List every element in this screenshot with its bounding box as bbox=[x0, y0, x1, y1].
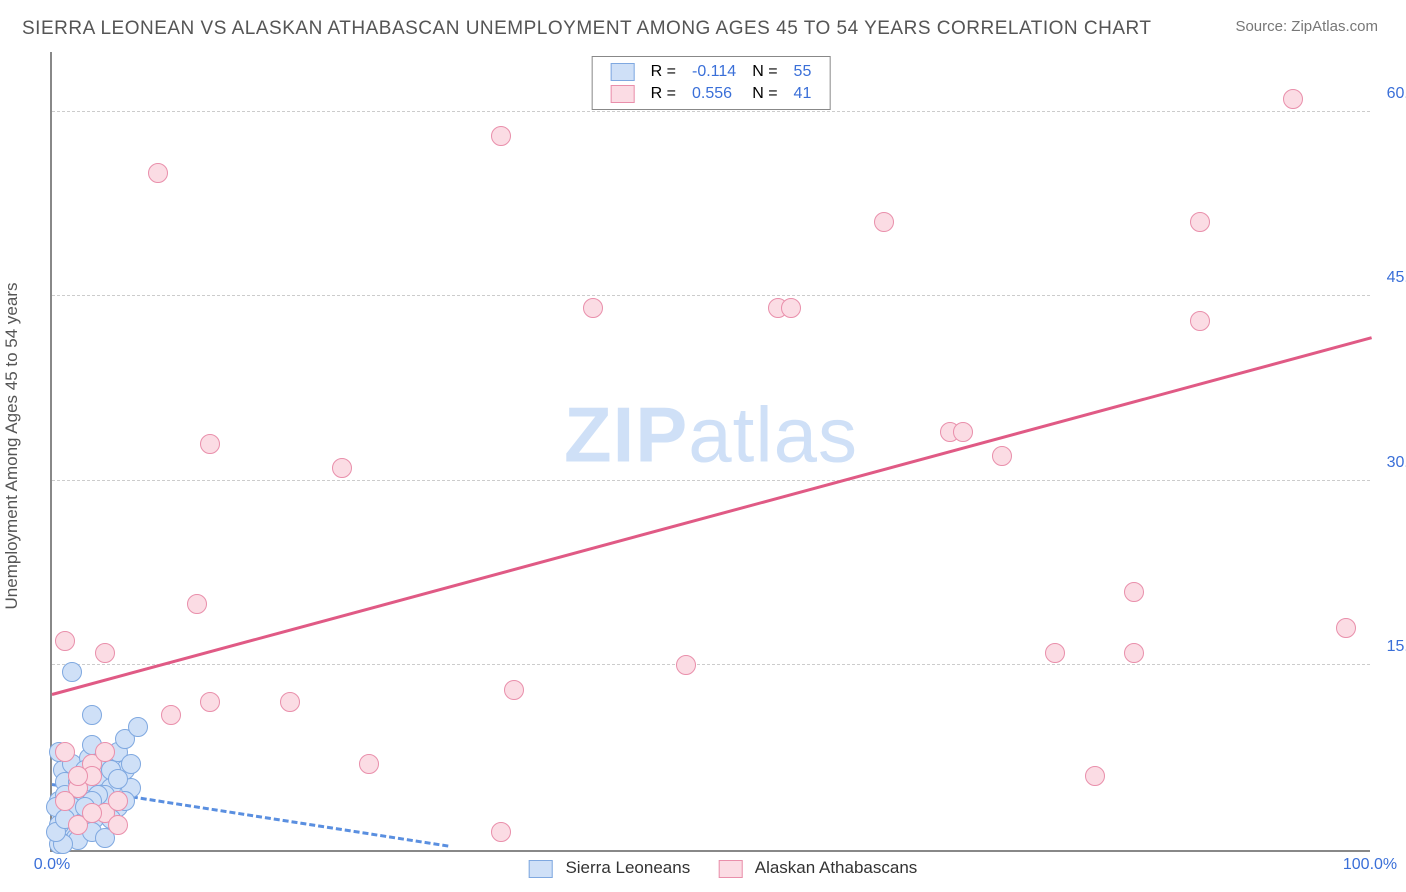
data-point bbox=[82, 705, 102, 725]
swatch-series-a bbox=[611, 63, 635, 81]
data-point bbox=[1190, 212, 1210, 232]
data-point bbox=[491, 822, 511, 842]
data-point bbox=[108, 815, 128, 835]
x-tick-min: 0.0% bbox=[34, 856, 70, 874]
data-point bbox=[108, 769, 128, 789]
legend-row-series-b: R = 0.556 N = 41 bbox=[603, 83, 820, 105]
source-label: Source: ZipAtlas.com bbox=[1235, 18, 1378, 35]
data-point bbox=[583, 298, 603, 318]
data-point bbox=[491, 126, 511, 146]
series-b-name: Alaskan Athabascans bbox=[755, 858, 918, 877]
data-point bbox=[55, 791, 75, 811]
swatch-series-b bbox=[719, 860, 743, 878]
data-point bbox=[187, 594, 207, 614]
data-point bbox=[55, 742, 75, 762]
watermark-atlas: atlas bbox=[688, 391, 858, 479]
data-point bbox=[95, 742, 115, 762]
n-value-a: 55 bbox=[786, 61, 820, 83]
data-point bbox=[359, 754, 379, 774]
gridline bbox=[52, 111, 1370, 112]
data-point bbox=[200, 692, 220, 712]
swatch-series-b bbox=[611, 85, 635, 103]
data-point bbox=[161, 705, 181, 725]
data-point bbox=[1124, 643, 1144, 663]
data-point bbox=[332, 458, 352, 478]
legend-row-series-a: R = -0.114 N = 55 bbox=[603, 61, 820, 83]
legend-series: Sierra Leoneans Alaskan Athabascans bbox=[505, 858, 918, 878]
y-axis-label: Unemployment Among Ages 45 to 54 years bbox=[2, 283, 22, 610]
data-point bbox=[1283, 89, 1303, 109]
data-point bbox=[68, 766, 88, 786]
swatch-series-a bbox=[529, 860, 553, 878]
data-point bbox=[781, 298, 801, 318]
data-point bbox=[55, 631, 75, 651]
watermark: ZIPatlas bbox=[564, 390, 858, 481]
n-label: N = bbox=[744, 83, 785, 105]
plot-area: ZIPatlas R = -0.114 N = 55 R = 0.556 N =… bbox=[50, 52, 1370, 852]
r-label: R = bbox=[643, 61, 684, 83]
data-point bbox=[280, 692, 300, 712]
y-tick-label: 15.0% bbox=[1387, 638, 1406, 656]
data-point bbox=[1190, 311, 1210, 331]
r-value-a: -0.114 bbox=[684, 61, 744, 83]
data-point bbox=[95, 643, 115, 663]
data-point bbox=[128, 717, 148, 737]
data-point bbox=[874, 212, 894, 232]
data-point bbox=[1336, 618, 1356, 638]
trend-line bbox=[52, 336, 1373, 696]
data-point bbox=[82, 803, 102, 823]
data-point bbox=[108, 791, 128, 811]
gridline bbox=[52, 295, 1370, 296]
data-point bbox=[992, 446, 1012, 466]
y-tick-label: 60.0% bbox=[1387, 85, 1406, 103]
watermark-zip: ZIP bbox=[564, 391, 688, 479]
data-point bbox=[676, 655, 696, 675]
data-point bbox=[62, 662, 82, 682]
legend-correlation: R = -0.114 N = 55 R = 0.556 N = 41 bbox=[592, 56, 831, 110]
series-a-name: Sierra Leoneans bbox=[565, 858, 690, 877]
n-value-b: 41 bbox=[786, 83, 820, 105]
data-point bbox=[1124, 582, 1144, 602]
gridline bbox=[52, 664, 1370, 665]
gridline bbox=[52, 480, 1370, 481]
chart-title: SIERRA LEONEAN VS ALASKAN ATHABASCAN UNE… bbox=[22, 18, 1151, 40]
data-point bbox=[148, 163, 168, 183]
r-label: R = bbox=[643, 83, 684, 105]
data-point bbox=[953, 422, 973, 442]
y-tick-label: 45.0% bbox=[1387, 269, 1406, 287]
data-point bbox=[1045, 643, 1065, 663]
x-tick-max: 100.0% bbox=[1343, 856, 1397, 874]
data-point bbox=[504, 680, 524, 700]
r-value-b: 0.556 bbox=[684, 83, 744, 105]
data-point bbox=[200, 434, 220, 454]
n-label: N = bbox=[744, 61, 785, 83]
data-point bbox=[1085, 766, 1105, 786]
y-tick-label: 30.0% bbox=[1387, 454, 1406, 472]
